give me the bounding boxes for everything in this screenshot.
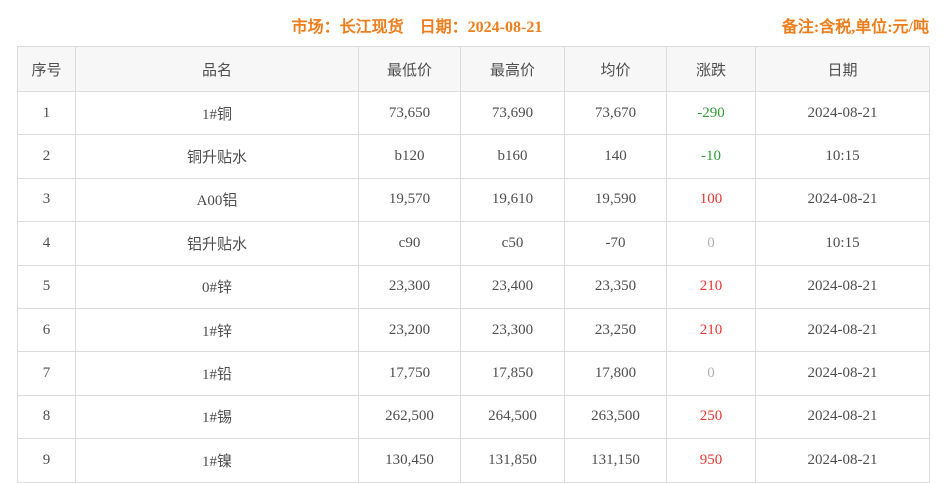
cell-date: 2024-08-21 (755, 177, 930, 223)
page-title: 市场：长江现货 日期：2024-08-21 (291, 19, 543, 36)
cell-date: 2024-08-21 (755, 351, 930, 396)
cell-no: 8 (17, 394, 76, 440)
table-row: 8 1#锡 262,500 264,500 263,500 250 2024-0… (17, 394, 930, 440)
cell-date: 2024-08-21 (755, 438, 930, 483)
cell-product: 1#锌 (75, 307, 359, 353)
cell-change: 0 (666, 221, 756, 266)
cell-low: 73,650 (358, 90, 461, 136)
cell-no: 4 (17, 221, 76, 266)
cell-change: 210 (666, 307, 756, 353)
col-header-high: 最高价 (460, 46, 565, 92)
remark-note: 备注:含税,单位:元/吨 (781, 19, 929, 36)
cell-change: -290 (666, 90, 756, 136)
cell-change: 210 (666, 264, 756, 309)
cell-date: 10:15 (755, 134, 930, 179)
cell-change: 950 (666, 438, 756, 483)
cell-low: 17,750 (358, 351, 461, 396)
cell-no: 1 (17, 90, 76, 136)
cell-low: 130,450 (358, 438, 461, 483)
col-header-name: 品名 (75, 46, 359, 92)
cell-product: 铜升贴水 (75, 134, 359, 179)
cell-date: 2024-08-21 (755, 264, 930, 309)
cell-change: 250 (666, 394, 756, 440)
cell-low: 262,500 (358, 394, 461, 440)
cell-product: 1#铜 (75, 90, 359, 136)
cell-low: b120 (358, 134, 461, 179)
cell-high: 19,610 (460, 177, 565, 223)
table-header-row: 序号 品名 最低价 最高价 均价 涨跌 日期 (17, 46, 930, 92)
cell-no: 9 (17, 438, 76, 483)
cell-high: 17,850 (460, 351, 565, 396)
cell-product: 1#锡 (75, 394, 359, 440)
cell-product: 铝升贴水 (75, 221, 359, 266)
cell-avg: 23,250 (564, 307, 667, 353)
col-header-low: 最低价 (358, 46, 461, 92)
cell-high: 264,500 (460, 394, 565, 440)
cell-high: 23,300 (460, 307, 565, 353)
table-row: 1 1#铜 73,650 73,690 73,670 -290 2024-08-… (17, 90, 930, 136)
table-row: 9 1#镍 130,450 131,850 131,150 950 2024-0… (17, 438, 930, 483)
table-row: 6 1#锌 23,200 23,300 23,250 210 2024-08-2… (17, 307, 930, 353)
cell-no: 2 (17, 134, 76, 179)
cell-avg: 23,350 (564, 264, 667, 309)
cell-avg: 73,670 (564, 90, 667, 136)
col-header-date: 日期 (755, 46, 930, 92)
col-header-no: 序号 (17, 46, 76, 92)
cell-avg: 263,500 (564, 394, 667, 440)
cell-low: c90 (358, 221, 461, 266)
cell-high: 23,400 (460, 264, 565, 309)
cell-high: 73,690 (460, 90, 565, 136)
cell-product: 1#镍 (75, 438, 359, 483)
cell-low: 23,200 (358, 307, 461, 353)
page-header: 市场：长江现货 日期：2024-08-21 备注:含税,单位:元/吨 (0, 0, 945, 46)
cell-product: A00铝 (75, 177, 359, 223)
cell-no: 7 (17, 351, 76, 396)
table-row: 7 1#铅 17,750 17,850 17,800 0 2024-08-21 (17, 351, 930, 396)
cell-avg: -70 (564, 221, 667, 266)
cell-date: 10:15 (755, 221, 930, 266)
cell-avg: 19,590 (564, 177, 667, 223)
cell-low: 19,570 (358, 177, 461, 223)
cell-change: 100 (666, 177, 756, 223)
cell-high: 131,850 (460, 438, 565, 483)
cell-avg: 17,800 (564, 351, 667, 396)
cell-date: 2024-08-21 (755, 394, 930, 440)
table-row: 3 A00铝 19,570 19,610 19,590 100 2024-08-… (17, 177, 930, 223)
col-header-avg: 均价 (564, 46, 667, 92)
cell-no: 6 (17, 307, 76, 353)
cell-product: 0#锌 (75, 264, 359, 309)
cell-avg: 131,150 (564, 438, 667, 483)
cell-date: 2024-08-21 (755, 307, 930, 353)
cell-avg: 140 (564, 134, 667, 179)
cell-low: 23,300 (358, 264, 461, 309)
table-row: 5 0#锌 23,300 23,400 23,350 210 2024-08-2… (17, 264, 930, 309)
col-header-change: 涨跌 (666, 46, 756, 92)
cell-no: 3 (17, 177, 76, 223)
price-table: 序号 品名 最低价 最高价 均价 涨跌 日期 1 1#铜 73,650 73,6… (17, 46, 930, 483)
cell-change: 0 (666, 351, 756, 396)
cell-high: b160 (460, 134, 565, 179)
cell-high: c50 (460, 221, 565, 266)
table-row: 2 铜升贴水 b120 b160 140 -10 10:15 (17, 134, 930, 179)
table-row: 4 铝升贴水 c90 c50 -70 0 10:15 (17, 221, 930, 266)
cell-product: 1#铅 (75, 351, 359, 396)
cell-date: 2024-08-21 (755, 90, 930, 136)
cell-change: -10 (666, 134, 756, 179)
cell-no: 5 (17, 264, 76, 309)
